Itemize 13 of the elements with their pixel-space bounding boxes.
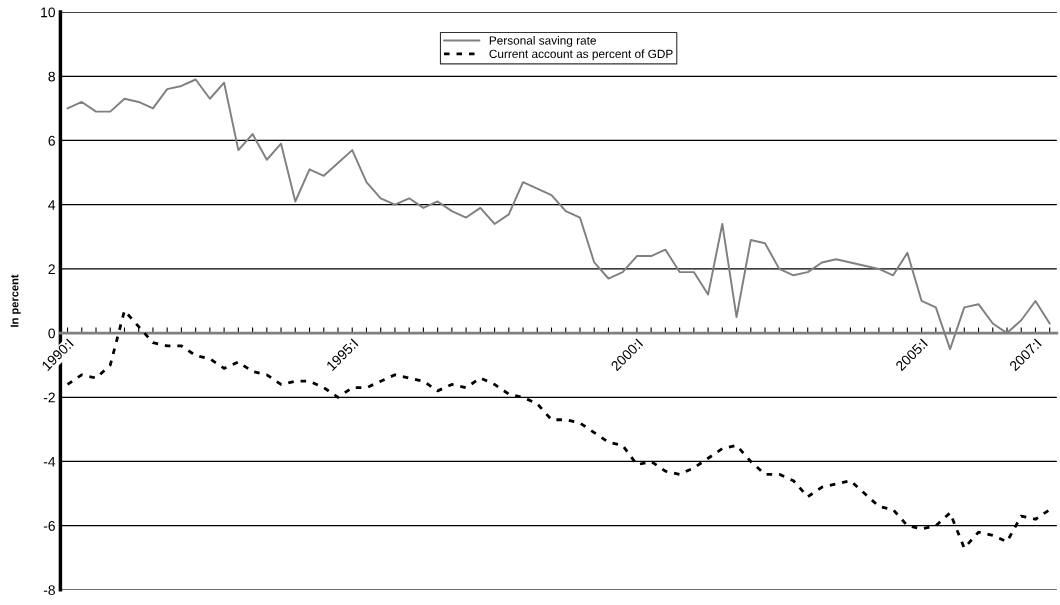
y-tick-label: 2 bbox=[48, 264, 55, 274]
y-tick-label: 8 bbox=[48, 71, 55, 82]
y-tick-label: 10 bbox=[41, 7, 56, 18]
y-axis-title: In percent bbox=[10, 274, 21, 327]
y-tick-label: -2 bbox=[43, 392, 55, 403]
y-tick-label: 6 bbox=[48, 135, 55, 146]
y-tick-label: -4 bbox=[43, 456, 56, 467]
y-tick-label: 0 bbox=[48, 328, 56, 339]
legend-label: Current account as percent of GDP bbox=[489, 49, 673, 61]
legend-label: Personal saving rate bbox=[489, 35, 596, 47]
y-tick-label: -6 bbox=[43, 521, 55, 531]
y-tick-label: 4 bbox=[48, 200, 56, 210]
y-tick-label: -8 bbox=[43, 585, 55, 596]
